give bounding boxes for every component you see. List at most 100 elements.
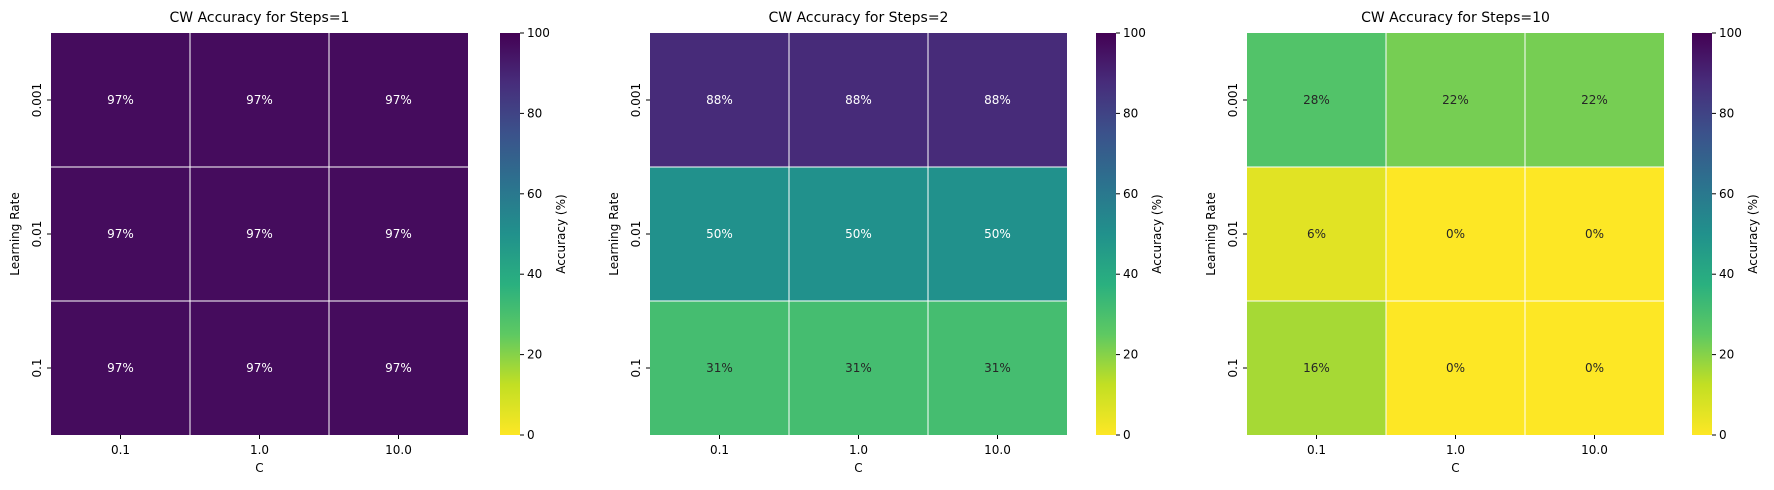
cell-label: 31% xyxy=(984,361,1011,375)
y-tick-label: 0.01 xyxy=(30,221,44,248)
heatmap-cell xyxy=(1525,301,1664,435)
x-tick-label: 0.1 xyxy=(710,443,729,457)
heatmap-cell xyxy=(51,301,190,435)
x-tick-label: 1.0 xyxy=(250,443,269,457)
colorbar-tick-label: 60 xyxy=(1123,187,1138,201)
cell-label: 97% xyxy=(385,361,412,375)
heatmap-cell xyxy=(1525,167,1664,301)
y-tick-label: 0.1 xyxy=(30,358,44,377)
heatmap-cell xyxy=(1386,33,1525,167)
heatmap-cell xyxy=(650,33,789,167)
heatmap-cell xyxy=(190,167,329,301)
x-axis-label: C xyxy=(255,461,263,475)
y-axis-label: Learning Rate xyxy=(607,192,621,275)
colorbar xyxy=(500,33,520,435)
colorbar xyxy=(1096,33,1116,435)
cell-label: 22% xyxy=(1442,93,1469,107)
x-tick-label: 0.1 xyxy=(111,443,130,457)
colorbar-tick-label: 100 xyxy=(527,26,550,40)
chart-title: CW Accuracy for Steps=2 xyxy=(769,10,949,26)
heatmap-cell xyxy=(329,167,468,301)
cell-label: 28% xyxy=(1303,93,1330,107)
colorbar-tick-label: 100 xyxy=(1719,26,1742,40)
cell-label: 50% xyxy=(984,227,1011,241)
x-tick-label: 0.1 xyxy=(1307,443,1326,457)
chart-title: CW Accuracy for Steps=1 xyxy=(170,10,350,26)
cell-label: 97% xyxy=(107,93,134,107)
heatmap-cell xyxy=(1386,167,1525,301)
colorbar-tick-label: 20 xyxy=(527,348,542,362)
heatmap-cell xyxy=(1247,167,1386,301)
heatmap-cell xyxy=(650,301,789,435)
cell-label: 50% xyxy=(845,227,872,241)
cell-label: 97% xyxy=(107,361,134,375)
cell-label: 88% xyxy=(845,93,872,107)
colorbar-tick-label: 20 xyxy=(1123,348,1138,362)
cell-label: 97% xyxy=(246,227,273,241)
heatmap-cell xyxy=(329,33,468,167)
x-tick-label: 10.0 xyxy=(984,443,1011,457)
cell-label: 50% xyxy=(706,227,733,241)
y-tick-label: 0.001 xyxy=(30,83,44,117)
cell-label: 0% xyxy=(1585,361,1604,375)
colorbar-tick-label: 100 xyxy=(1123,26,1146,40)
cell-label: 16% xyxy=(1303,361,1330,375)
heatmap-cell xyxy=(928,167,1067,301)
cell-label: 22% xyxy=(1581,93,1608,107)
cell-label: 97% xyxy=(385,93,412,107)
heatmap-panel-1: CW Accuracy for Steps=1 97% 97% 97% 97% 97% 97… xyxy=(8,10,568,475)
colorbar-tick-label: 60 xyxy=(1719,187,1734,201)
colorbar xyxy=(1692,33,1712,435)
colorbar-tick-label: 60 xyxy=(527,187,542,201)
cell-label: 88% xyxy=(984,93,1011,107)
colorbar-tick-label: 80 xyxy=(527,106,542,120)
chart-title: CW Accuracy for Steps=10 xyxy=(1361,10,1550,26)
cell-label: 0% xyxy=(1446,361,1465,375)
y-tick-label: 0.1 xyxy=(1226,358,1240,377)
colorbar-label: Accuracy (%) xyxy=(1746,194,1760,273)
x-tick-label: 1.0 xyxy=(1446,443,1465,457)
heatmap-cell xyxy=(928,33,1067,167)
x-tick-label: 1.0 xyxy=(849,443,868,457)
y-axis-label: Learning Rate xyxy=(8,192,22,275)
colorbar-tick-label: 40 xyxy=(527,267,542,281)
y-tick-label: 0.001 xyxy=(629,83,643,117)
heatmap-cell xyxy=(928,301,1067,435)
cell-label: 97% xyxy=(246,93,273,107)
cell-label: 31% xyxy=(706,361,733,375)
cell-label: 0% xyxy=(1585,227,1604,241)
heatmap-cell xyxy=(51,167,190,301)
colorbar-tick-label: 40 xyxy=(1123,267,1138,281)
x-axis-label: C xyxy=(1451,461,1459,475)
cell-label: 97% xyxy=(246,361,273,375)
colorbar-tick-label: 40 xyxy=(1719,267,1734,281)
cell-label: 6% xyxy=(1307,227,1326,241)
heatmap-cell xyxy=(789,301,928,435)
cell-label: 97% xyxy=(385,227,412,241)
y-axis-label: Learning Rate xyxy=(1204,192,1218,275)
y-tick-label: 0.001 xyxy=(1226,83,1240,117)
y-tick-label: 0.01 xyxy=(629,221,643,248)
heatmap-cell xyxy=(1525,33,1664,167)
heatmap-cell xyxy=(1247,33,1386,167)
y-tick-label: 0.01 xyxy=(1226,221,1240,248)
heatmap-cell xyxy=(51,33,190,167)
colorbar-label: Accuracy (%) xyxy=(554,194,568,273)
heatmap-cell xyxy=(789,33,928,167)
x-tick-label: 10.0 xyxy=(385,443,412,457)
colorbar-tick-label: 20 xyxy=(1719,348,1734,362)
heatmap-cell xyxy=(190,33,329,167)
colorbar-tick-label: 80 xyxy=(1719,106,1734,120)
heatmap-cell xyxy=(650,167,789,301)
heatmap-cell xyxy=(789,167,928,301)
cell-label: 31% xyxy=(845,361,872,375)
y-tick-label: 0.1 xyxy=(629,358,643,377)
colorbar-label: Accuracy (%) xyxy=(1150,194,1164,273)
heatmap-cell xyxy=(190,301,329,435)
colorbar-tick-label: 0 xyxy=(527,428,535,442)
heatmap-cell xyxy=(1386,301,1525,435)
cell-label: 97% xyxy=(107,227,134,241)
colorbar-tick-label: 0 xyxy=(1123,428,1131,442)
colorbar-tick-label: 0 xyxy=(1719,428,1727,442)
